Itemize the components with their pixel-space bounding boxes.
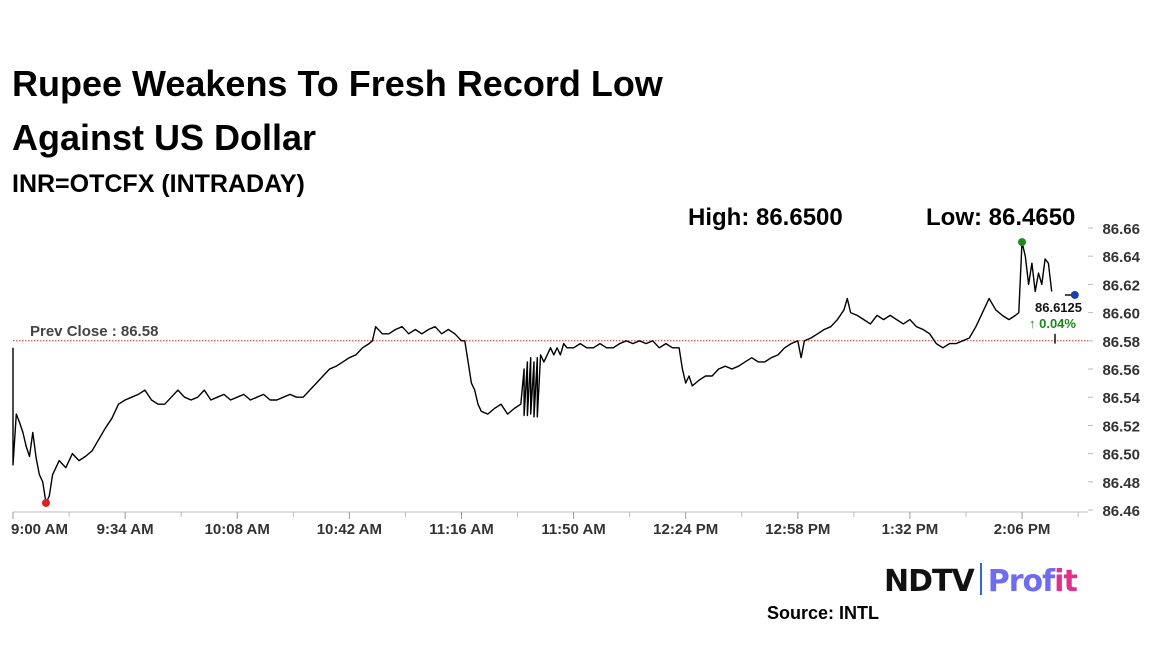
x-tick-label: 11:50 AM (541, 521, 605, 538)
last-value-marker (1070, 290, 1079, 299)
low-value-label: Low: 86.4650 (926, 204, 1076, 231)
chart-subtitle: INR=OTCFX (INTRADAY) (12, 170, 305, 198)
x-tick-label: 12:24 PM (653, 521, 718, 538)
x-tick-label: 2:06 PM (994, 521, 1051, 538)
y-tick-label: 86.64 (1102, 249, 1140, 266)
logo-divider (979, 563, 982, 595)
y-tick-label: 86.62 (1102, 277, 1140, 294)
last-value-label: 86.6125 (1035, 300, 1082, 315)
logo-ndtv-text: NDTV (884, 564, 975, 599)
y-tick-label: 86.54 (1102, 390, 1140, 407)
x-grid-lines (68, 512, 1079, 517)
x-tick-label: 11:16 AM (429, 521, 493, 538)
x-tick-label: 10:08 AM (205, 521, 270, 538)
price-line (12, 241, 1053, 504)
x-tick-label: 10:42 AM (317, 521, 382, 538)
high-marker (1018, 238, 1027, 247)
logo-profit-part2: it (1054, 564, 1078, 599)
x-tick-label: 1:32 PM (882, 521, 939, 538)
y-axis-ticks: 86.66 86.64 86.62 86.60 86.58 86.56 86.54 86.52… (1088, 221, 1141, 520)
high-value-label: High: 86.6500 (688, 204, 843, 231)
y-tick-label: 86.58 (1102, 334, 1140, 351)
logo-profit-part1: Prof (987, 564, 1055, 599)
y-tick-label: 86.66 (1102, 221, 1140, 238)
chart-title-line2: Against US Dollar (12, 117, 317, 158)
price-markers (41, 238, 1079, 507)
y-tick-label: 86.56 (1102, 362, 1140, 379)
x-tick-label: 12:58 PM (765, 521, 830, 538)
source-label: Source: INTL (767, 603, 880, 623)
change-label: ↑ 0.04% (1029, 316, 1076, 331)
y-tick-label: 86.46 (1102, 503, 1140, 520)
prev-close-label: Prev Close : 86.58 (30, 323, 158, 340)
x-tick-label: 9:00 AM (11, 521, 68, 538)
y-tick-label: 86.60 (1102, 306, 1140, 323)
chart-title-line1: Rupee Weakens To Fresh Record Low (12, 63, 663, 104)
x-axis-ticks: 9:00 AM 9:34 AM 10:08 AM 10:42 AM 11:16 AM 11… (11, 512, 1050, 538)
y-tick-label: 86.48 (1102, 475, 1140, 492)
logo-profit-text: Profit (987, 564, 1078, 599)
price-series (12, 241, 1075, 504)
ndtv-profit-logo: NDTV Profit (884, 563, 1078, 599)
x-tick-label: 9:34 AM (97, 521, 154, 538)
y-tick-label: 86.52 (1102, 418, 1140, 435)
low-marker (41, 498, 50, 507)
y-tick-label: 86.50 (1102, 447, 1140, 464)
